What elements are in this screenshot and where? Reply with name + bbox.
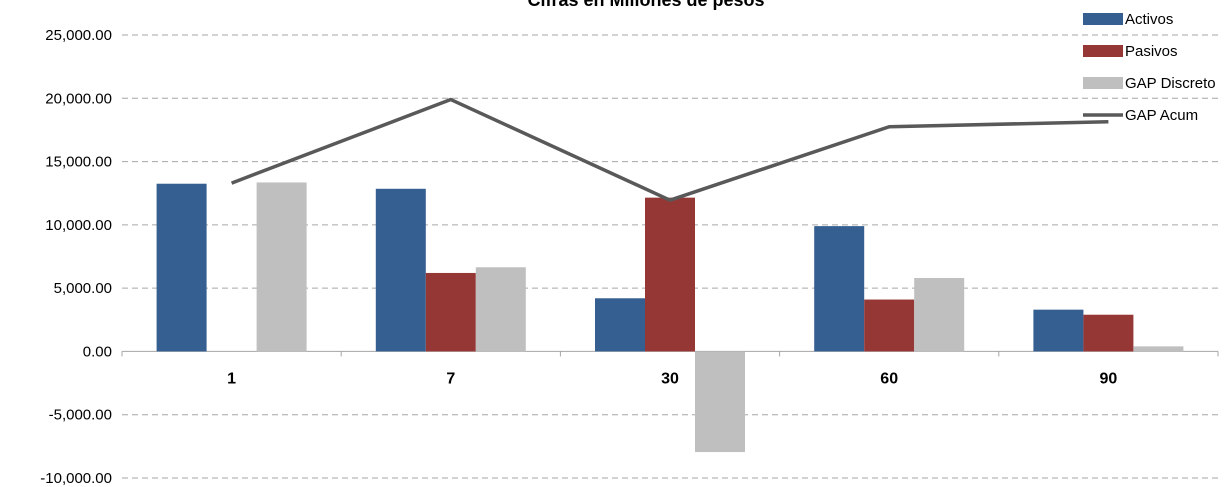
y-tick-label: 10,000.00: [45, 217, 112, 234]
x-tick-label: 30: [661, 370, 679, 387]
bar-activos: [1033, 309, 1084, 352]
y-tick-label: 0.00: [83, 343, 112, 360]
bars: [156, 182, 1184, 453]
line-series: [230, 97, 1109, 202]
bar-gap-discreto: [256, 182, 307, 352]
y-tick-label: -5,000.00: [49, 407, 112, 424]
bar-activos: [156, 183, 207, 352]
bar-activos: [375, 188, 426, 352]
legend-label: GAP Discreto: [1125, 75, 1216, 92]
bar-pasivos: [645, 197, 695, 352]
legend-swatch: [1083, 77, 1123, 89]
bar-pasivos: [425, 272, 476, 352]
bar-activos: [595, 298, 645, 352]
legend-label: Activos: [1125, 11, 1173, 28]
legend-label: Pasivos: [1125, 43, 1178, 60]
bar-gap-discreto: [695, 351, 745, 453]
legend: Activos Pasivos GAP Discreto GAP Acum: [1083, 11, 1216, 124]
x-tick-label: 7: [446, 370, 455, 387]
y-tick-label: 25,000.00: [45, 27, 112, 44]
chart-title: Cifras en Millones de pesos: [527, 0, 764, 10]
bar-gap-discreto: [475, 267, 526, 352]
y-tick-label: 5,000.00: [54, 280, 112, 297]
bar-pasivos: [864, 299, 915, 352]
bar-activos: [814, 226, 865, 352]
legend-label: GAP Acum: [1125, 107, 1198, 124]
x-tick-label: 1: [227, 370, 236, 387]
x-tick-label: 90: [1100, 370, 1118, 387]
y-tick-label: 20,000.00: [45, 90, 112, 107]
bar-pasivos: [1083, 314, 1134, 352]
bar-gap-discreto: [914, 278, 965, 352]
y-tick-label: 15,000.00: [45, 154, 112, 171]
line-gap-acum: [230, 97, 1109, 202]
bar-gap-discreto: [1133, 346, 1184, 352]
x-axis: 1 7 30 60 90: [227, 370, 1117, 387]
legend-swatch: [1083, 13, 1123, 25]
y-axis: 25,000.00 20,000.00 15,000.00 10,000.00 5,00…: [40, 27, 112, 487]
x-tick-label: 60: [880, 370, 898, 387]
y-tick-label: -10,000.00: [40, 470, 112, 487]
legend-swatch: [1083, 45, 1123, 57]
